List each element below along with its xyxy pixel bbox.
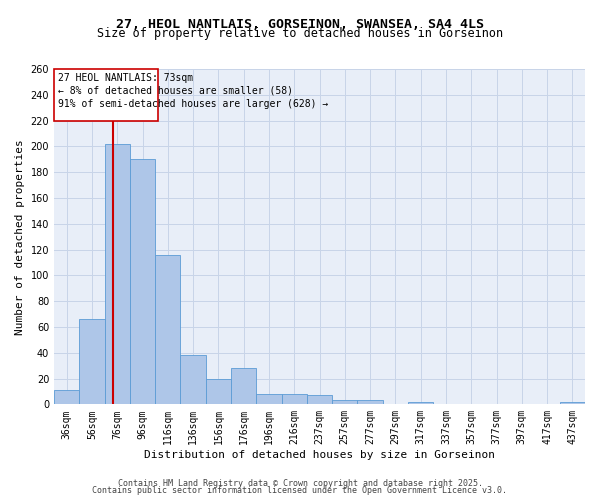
Text: 91% of semi-detached houses are larger (628) →: 91% of semi-detached houses are larger (… xyxy=(58,98,328,108)
Text: Contains public sector information licensed under the Open Government Licence v3: Contains public sector information licen… xyxy=(92,486,508,495)
Bar xyxy=(181,356,206,405)
Bar xyxy=(560,402,585,404)
Text: Contains HM Land Registry data © Crown copyright and database right 2025.: Contains HM Land Registry data © Crown c… xyxy=(118,478,482,488)
Text: ← 8% of detached houses are smaller (58): ← 8% of detached houses are smaller (58) xyxy=(58,86,293,96)
Text: Size of property relative to detached houses in Gorseinon: Size of property relative to detached ho… xyxy=(97,28,503,40)
Bar xyxy=(104,144,130,405)
Bar xyxy=(79,319,104,404)
Bar xyxy=(332,400,358,404)
Bar xyxy=(281,394,307,404)
Bar xyxy=(54,390,79,404)
Bar xyxy=(206,378,231,404)
Text: 27, HEOL NANTLAIS, GORSEINON, SWANSEA, SA4 4LS: 27, HEOL NANTLAIS, GORSEINON, SWANSEA, S… xyxy=(116,18,484,30)
Bar xyxy=(307,396,332,404)
X-axis label: Distribution of detached houses by size in Gorseinon: Distribution of detached houses by size … xyxy=(144,450,495,460)
Y-axis label: Number of detached properties: Number of detached properties xyxy=(15,139,25,334)
Bar xyxy=(256,394,281,404)
Bar xyxy=(155,254,181,404)
Text: 27 HEOL NANTLAIS: 73sqm: 27 HEOL NANTLAIS: 73sqm xyxy=(58,73,193,83)
Bar xyxy=(358,400,383,404)
Bar xyxy=(231,368,256,405)
Bar xyxy=(130,160,155,404)
FancyBboxPatch shape xyxy=(54,69,158,120)
Bar xyxy=(408,402,433,404)
